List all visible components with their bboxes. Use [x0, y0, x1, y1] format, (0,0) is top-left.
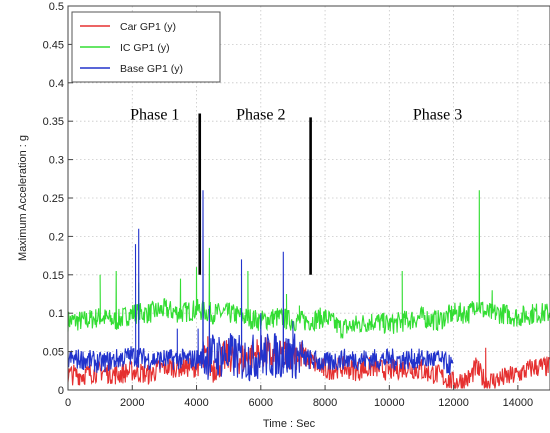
- y-tick-label: 0.25: [43, 193, 64, 205]
- y-tick-label: 0.5: [49, 1, 64, 13]
- x-tick-label: 0: [65, 397, 71, 409]
- x-tick-label: 8000: [313, 397, 337, 409]
- x-tick-label: 2000: [120, 397, 144, 409]
- y-tick-label: 0.05: [43, 347, 64, 359]
- y-tick-label: 0.1: [49, 308, 64, 320]
- legend-entry: Car GP1 (y): [120, 21, 176, 33]
- phase-label: Phase 3: [413, 107, 462, 124]
- x-axis-label: Time : Sec: [263, 418, 316, 430]
- tick-labels: 0 2000 4000 6000 8000 10000 12000 14000 0 0.05 0.1…: [43, 1, 534, 409]
- plot-series: [67, 190, 550, 390]
- x-tick-label: 10000: [374, 397, 405, 409]
- series-line-ic: [67, 190, 550, 339]
- annotations: Phase 1 Phase 2 Phase 3: [130, 107, 462, 275]
- y-tick-label: 0.4: [49, 78, 64, 90]
- y-tick-label: 0.15: [43, 270, 64, 282]
- y-tick-label: 0.3: [49, 155, 64, 167]
- y-axis-label: Maximum Acceleration : g: [17, 135, 29, 261]
- grid: [68, 6, 550, 390]
- legend: Car GP1 (y) IC GP1 (y) Base GP1 (y): [71, 11, 221, 83]
- x-tick-label: 6000: [249, 397, 273, 409]
- series-line-base: [67, 190, 454, 382]
- x-tick-label: 4000: [184, 397, 208, 409]
- phase-label: Phase 2: [236, 107, 285, 124]
- legend-entry: IC GP1 (y): [120, 42, 170, 54]
- y-tick-label: 0.45: [43, 39, 64, 51]
- y-tick-label: 0.35: [43, 116, 64, 128]
- phase-label: Phase 1: [130, 107, 179, 124]
- legend-entry: Base GP1 (y): [120, 63, 183, 75]
- y-tick-label: 0: [58, 385, 64, 397]
- y-tick-label: 0.2: [49, 231, 64, 243]
- x-tick-label: 12000: [438, 397, 469, 409]
- x-tick-label: 14000: [503, 397, 534, 409]
